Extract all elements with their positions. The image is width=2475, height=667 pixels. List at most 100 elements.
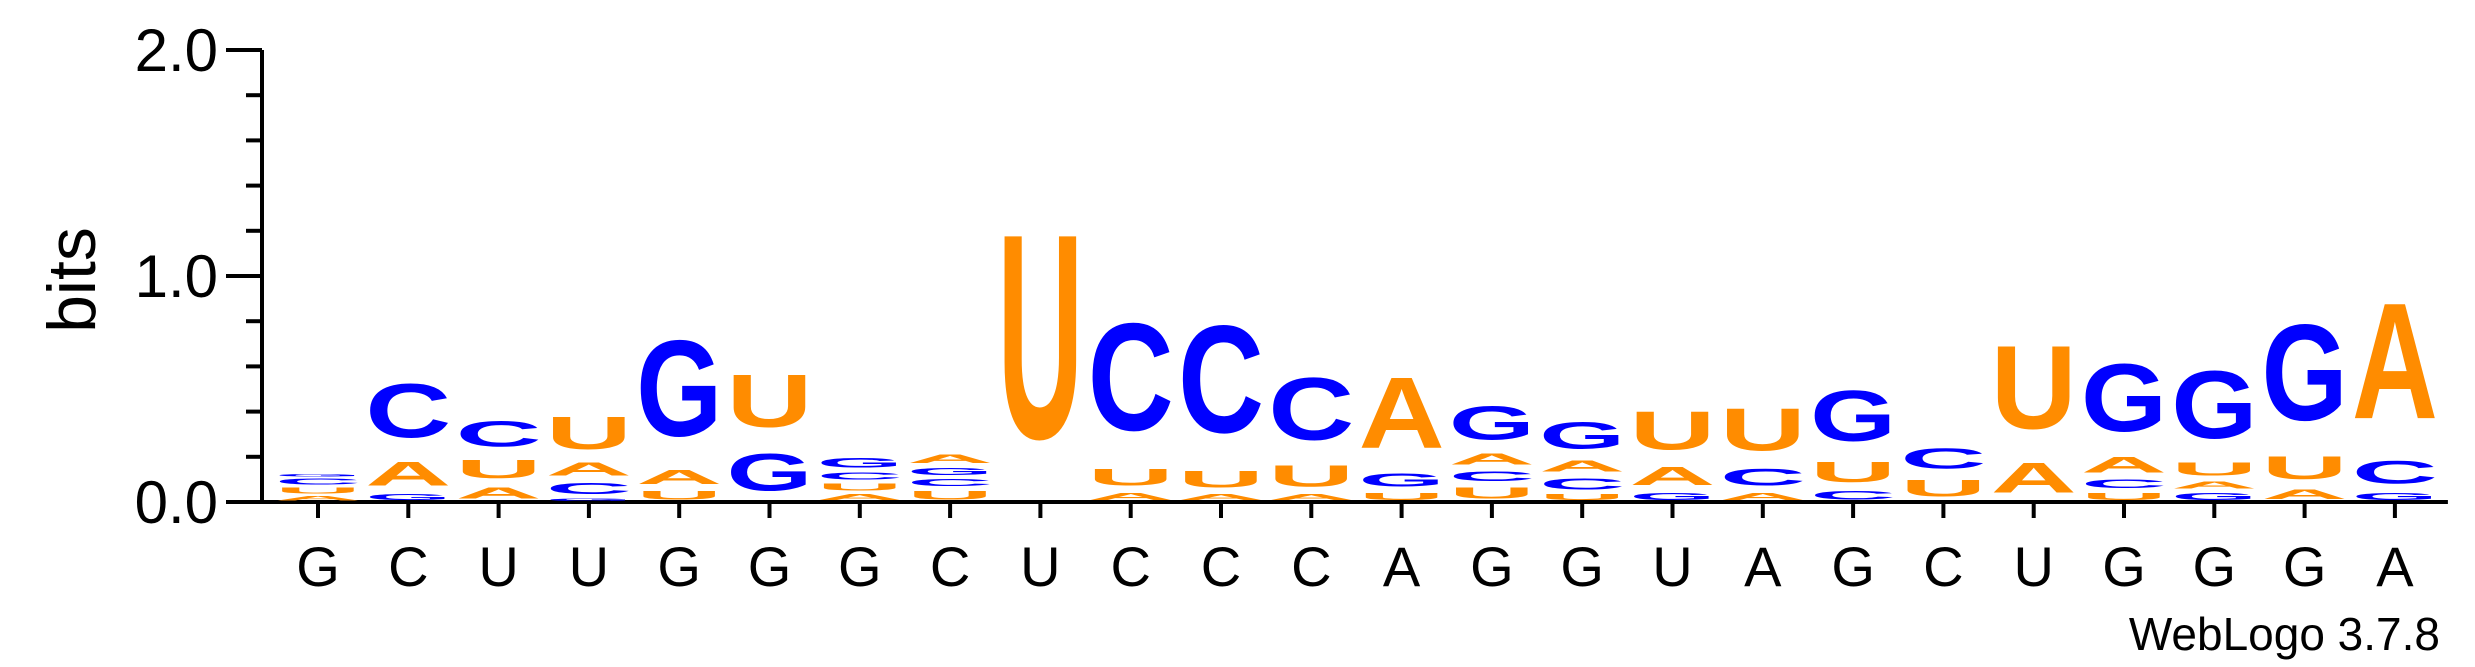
x-tick-label: C (930, 535, 970, 598)
y-tick-label: 0.0 (135, 469, 218, 536)
x-tick-label: C (1110, 535, 1150, 598)
logo-letter-G: G (2171, 491, 2257, 502)
x-tick-label: U (478, 535, 518, 598)
logo-letter-C: C (1720, 464, 1806, 491)
logo-letter-U: U (907, 488, 993, 502)
logo-letter-U: U (636, 488, 722, 502)
x-tick-label: G (1470, 535, 1514, 598)
x-tick-label: G (838, 535, 882, 598)
logo-letter-C: C (275, 477, 361, 486)
x-tick-label: G (657, 535, 701, 598)
x-tick-label: U (2013, 535, 2053, 598)
logo-letter-G: G (2171, 351, 2257, 459)
logo-letter-U: U (1178, 466, 1264, 493)
logo-letter-A: A (2262, 486, 2348, 502)
logo-letter-U: U (546, 407, 632, 459)
logo-letter-C: C (1178, 295, 1264, 466)
x-tick-label: C (1201, 535, 1241, 598)
logo-letter-U: U (2262, 450, 2348, 486)
logo-letter-U: U (1720, 396, 1806, 464)
logo-letter-A: A (2352, 269, 2438, 454)
logo-letter-G: G (727, 444, 813, 502)
x-tick-label: G (1831, 535, 1875, 598)
x-tick-label: U (1652, 535, 1692, 598)
logo-letter-G: G (1539, 414, 1625, 457)
logo-letter-A: A (907, 452, 993, 466)
logo-letter-U: U (275, 486, 361, 495)
logo-letter-C: C (1268, 360, 1354, 459)
y-tick-label: 2.0 (135, 17, 218, 84)
logo-letter-A: A (1991, 454, 2077, 501)
logo-letter-U: U (1359, 491, 1445, 502)
logo-letter-C: C (1810, 488, 1896, 502)
logo-letter-U: U (1268, 459, 1354, 493)
logo-letter-G: G (275, 473, 361, 478)
axis-layer: 0.0 1.0 2.0 (135, 17, 2448, 536)
logo-letter-C: C (2352, 455, 2438, 491)
x-tick-label: U (569, 535, 609, 598)
x-tick-label: C (1923, 535, 1963, 598)
logo-letter-A: A (1630, 462, 1716, 491)
x-tick-label: G (2193, 535, 2237, 598)
logo-letter-U: U (2081, 491, 2167, 502)
x-tick-label: C (388, 535, 428, 598)
x-tick-label: A (1383, 535, 1421, 598)
logo-letter-A: A (1449, 450, 1535, 468)
logo-letter-G: G (2352, 491, 2438, 502)
logo-letter-C: C (456, 414, 542, 455)
logo-letter-A: A (275, 495, 361, 502)
logo-letter-A: A (1359, 358, 1445, 470)
logo-letter-A: A (365, 454, 451, 492)
x-tick-label: G (2102, 535, 2146, 598)
logo-letter-U: U (727, 360, 813, 443)
logo-letter-C: C (546, 479, 632, 497)
logo-letter-A: A (1178, 493, 1264, 502)
logo-letter-C: C (817, 470, 903, 481)
logo-letter-A: A (1720, 491, 1806, 502)
logo-letter-U: U (1991, 321, 2077, 454)
logo-letter-U: U (1900, 475, 1986, 502)
logo-letter-U: U (1810, 457, 1896, 488)
y-axis-label: bits (34, 227, 110, 333)
x-tick-label: C (1291, 535, 1331, 598)
x-tick-label: A (1744, 535, 1782, 598)
logo-letter-A: A (1268, 493, 1354, 502)
logo-letter-U: U (1630, 400, 1716, 461)
logo-letter-G: G (1449, 396, 1535, 450)
logo-letter-G: G (907, 466, 993, 477)
logo-letter-G: G (1630, 491, 1716, 502)
logo-letter-U: U (1539, 493, 1625, 502)
logo-letter-C: C (365, 369, 451, 455)
x-tick-label: G (296, 535, 340, 598)
logo-letter-G: G (636, 312, 722, 465)
logo-letter-U: U (456, 455, 542, 484)
logo-letter-U: U (1449, 484, 1535, 502)
x-tick-label: A (2376, 535, 2414, 598)
logo-letter-A: A (456, 484, 542, 502)
x-tick-label: G (1560, 535, 1604, 598)
logo-letter-A: A (1539, 457, 1625, 475)
weblogo-credit: WebLogo 3.7.8 (2129, 608, 2440, 660)
x-tick-label: G (2283, 535, 2327, 598)
logo-letter-A: A (2081, 452, 2167, 477)
logo-letter-C: C (2081, 477, 2167, 491)
logo-letter-G: G (1810, 375, 1896, 457)
logo-letter-A: A (546, 459, 632, 479)
logo-letter-C: C (1900, 444, 1986, 475)
logo-letter-C: C (1088, 292, 1174, 463)
logo-letter-C: C (907, 477, 993, 488)
logo-letter-U: U (2171, 459, 2257, 479)
logo-letter-G: G (365, 493, 451, 502)
logo-letter-A: A (817, 493, 903, 502)
logo-letter-G: G (546, 497, 632, 502)
x-tick-label: G (748, 535, 792, 598)
logo-letter-A: A (2171, 479, 2257, 490)
logo-letter-G: G (1359, 470, 1445, 490)
logo-letter-A: A (636, 466, 722, 488)
logo-letter-U: U (817, 482, 903, 493)
logo-letter-G: G (2081, 344, 2167, 452)
logo-letter-G: G (817, 455, 903, 471)
